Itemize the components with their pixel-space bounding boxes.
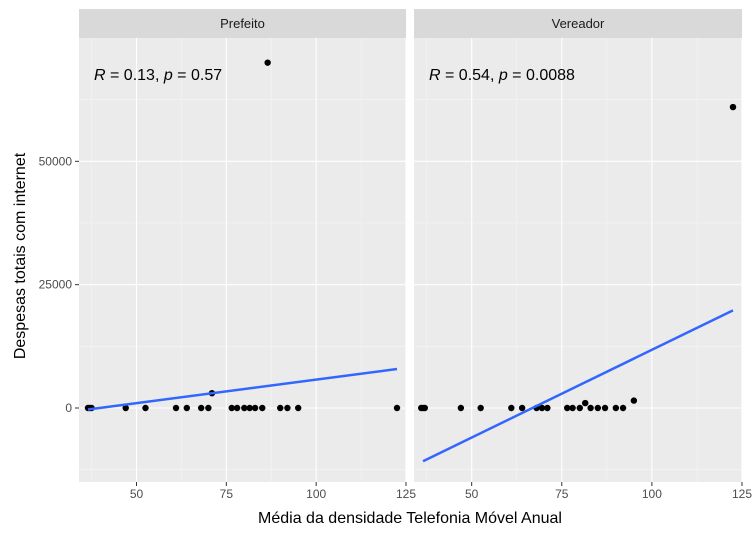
data-point xyxy=(142,404,149,412)
x-tick-label: 50 xyxy=(130,487,144,501)
data-point xyxy=(246,404,253,412)
data-point xyxy=(205,404,212,412)
panel-background xyxy=(414,38,742,482)
data-point xyxy=(183,404,191,412)
data-point xyxy=(563,404,571,412)
facet-label: Prefeito xyxy=(220,16,265,31)
data-point xyxy=(294,404,302,412)
data-point xyxy=(612,404,620,412)
y-tick-label: 0 xyxy=(65,401,72,415)
data-point xyxy=(421,404,429,412)
data-point xyxy=(172,404,180,412)
data-point xyxy=(518,404,526,412)
data-point xyxy=(284,404,291,412)
y-tick-label: 25000 xyxy=(39,278,73,292)
data-point xyxy=(594,404,602,412)
data-point xyxy=(197,404,205,412)
data-point xyxy=(508,404,515,412)
x-tick-label: 75 xyxy=(555,487,569,501)
facet-strip xyxy=(79,9,406,38)
x-tick-label: 100 xyxy=(642,487,662,501)
x-axis-title: Média da densidade Telefonia Móvel Anual xyxy=(258,510,562,527)
facet-label: Vereador xyxy=(552,16,605,31)
y-tick-label: 50000 xyxy=(39,154,73,168)
data-point xyxy=(122,404,129,412)
data-point xyxy=(544,404,551,412)
data-point xyxy=(601,404,609,412)
data-point xyxy=(264,59,271,66)
data-point xyxy=(538,404,546,412)
data-point xyxy=(457,404,465,412)
regression-line xyxy=(422,309,734,463)
data-point xyxy=(228,404,235,412)
x-tick-label: 50 xyxy=(465,487,479,501)
data-point xyxy=(576,404,584,412)
data-point xyxy=(582,399,589,407)
data-point xyxy=(277,404,284,412)
regression-line xyxy=(87,367,398,411)
x-tick-label: 125 xyxy=(732,487,752,501)
panel-background xyxy=(79,38,406,482)
x-tick-label: 125 xyxy=(396,487,416,501)
data-point xyxy=(569,404,576,412)
data-point xyxy=(251,404,259,412)
data-point xyxy=(477,404,484,412)
x-tick-label: 100 xyxy=(306,487,326,501)
data-point xyxy=(729,103,737,111)
x-tick-label: 75 xyxy=(220,487,234,501)
data-point xyxy=(233,404,241,412)
data-point xyxy=(393,404,401,412)
correlation-annotation: R = 0.13, p = 0.57 xyxy=(94,67,222,84)
facet-strip xyxy=(414,9,742,38)
data-point xyxy=(630,397,638,404)
data-point xyxy=(241,404,248,412)
data-point xyxy=(587,404,594,412)
y-axis-title: Despesas totais com internet xyxy=(12,152,29,359)
data-point xyxy=(619,404,627,412)
panel-prefeito: Prefeito 50 75 100 125 R = 0.13, p = 0.57 xyxy=(79,9,416,501)
correlation-annotation: R = 0.54, p = 0.0088 xyxy=(429,67,575,84)
panel-vereador: Vereador 50 75 100 125 R = 0.54, p = 0.0088 xyxy=(414,9,752,501)
data-point xyxy=(259,404,266,412)
